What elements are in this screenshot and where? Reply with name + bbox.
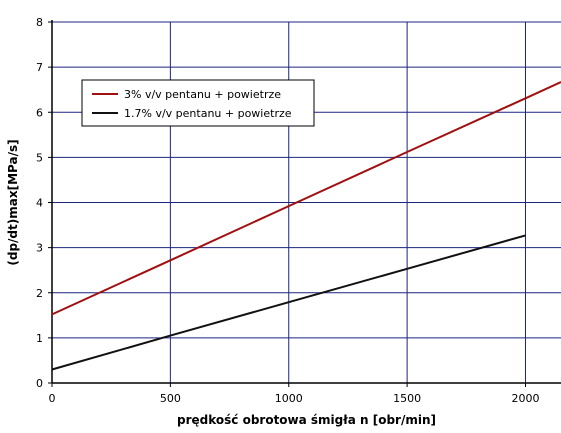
x-tick-label: 2000 [511,392,539,405]
legend: 3% v/v pentanu + powietrze 1.7% v/v penta… [81,79,315,127]
x-tick-label: 1500 [393,392,421,405]
y-tick-label: 6 [36,106,43,119]
axes [51,20,561,384]
x-tick-label: 500 [160,392,181,405]
x-tick-label: 1000 [275,392,303,405]
series-line-2 [51,234,526,371]
y-tick-label: 2 [36,287,43,300]
y-tick-label: 7 [36,61,43,74]
series-lines [51,81,561,371]
y-tick-labels: 0 1 2 3 4 5 6 7 8 [36,16,52,390]
y-tick-label: 1 [36,332,43,345]
legend-label-1: 3% v/v pentanu + powietrze [124,88,281,101]
y-tick-label: 8 [36,16,43,29]
x-axis-label: prędkość obrotowa śmigła n [obr/min] [177,413,436,427]
grid [52,21,561,383]
legend-label-2: 1.7% v/v pentanu + powietrze [124,107,292,120]
y-tick-label: 4 [36,197,43,210]
y-tick-label: 0 [36,377,43,390]
y-tick-label: 5 [36,151,43,164]
y-tick-label: 3 [36,242,43,255]
x-tick-label: 0 [49,392,56,405]
series-line-1 [51,81,561,316]
y-axis-label: (dp/dt)max[MPa/s] [6,139,20,265]
legend-box [81,79,315,127]
x-tick-labels: 0 500 1000 1500 2000 [49,383,539,405]
